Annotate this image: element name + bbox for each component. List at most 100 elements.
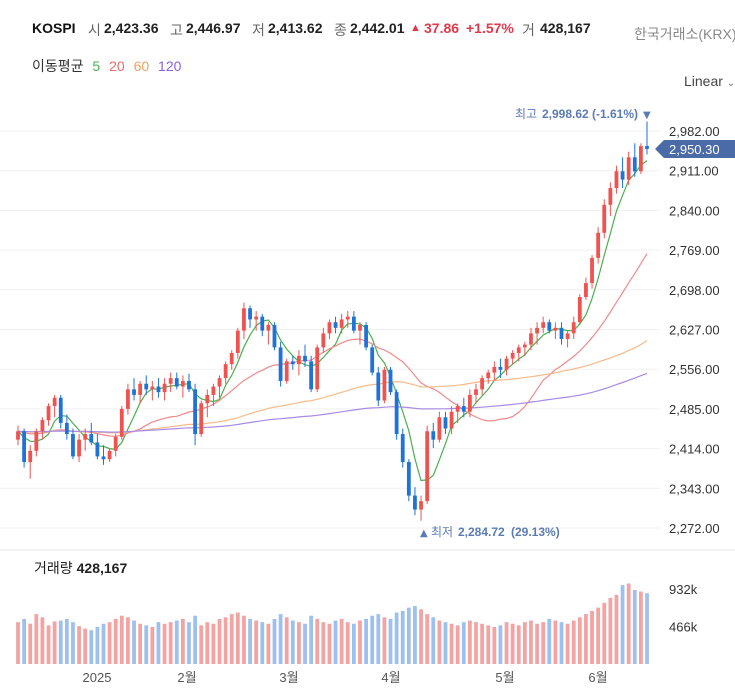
quote-header: KOSPI 시 2,423.36 고 2,446.97 저 2,413.62 종… — [0, 20, 735, 42]
volume-bar — [266, 623, 271, 664]
candle-body — [211, 386, 216, 395]
volume-bar — [229, 614, 234, 664]
candle-body — [535, 327, 539, 334]
candle-body — [260, 316, 265, 331]
volume-bar — [419, 609, 423, 664]
moving-average-legend[interactable]: 이동평균 5 20 60 120 — [32, 56, 186, 76]
candle-body — [217, 378, 222, 387]
volume-bar — [406, 607, 411, 664]
price-tick-label: 2,982.00 — [669, 124, 720, 139]
volume-bar — [174, 620, 179, 664]
low-marker-pct: (29.13%) — [511, 525, 560, 539]
open-label: 시 — [88, 22, 101, 38]
volume-bar — [199, 625, 204, 664]
volume-bar — [559, 622, 564, 664]
price-tick-label: 2,343.00 — [669, 481, 720, 496]
candle-body — [40, 420, 45, 432]
volume-bar — [425, 614, 430, 664]
ma5-legend[interactable]: 5 — [92, 58, 101, 74]
candle-body — [150, 386, 155, 390]
ma60-legend[interactable]: 60 — [133, 58, 150, 74]
volume-tick-label: 932k — [669, 582, 698, 597]
volume-bar — [64, 618, 69, 664]
ma-legend-label: 이동평균 — [32, 58, 84, 74]
volume-bar — [168, 622, 173, 664]
volume-bar — [358, 620, 362, 664]
volume-bar — [77, 626, 81, 664]
candle-body — [455, 406, 460, 412]
candle-body — [229, 352, 234, 365]
time-axis[interactable]: 2025 2월 3월 4월 5월 6월 — [83, 670, 608, 685]
candle-body — [58, 397, 63, 423]
candle-body — [119, 408, 124, 437]
candle-body — [284, 361, 289, 381]
volume-bar — [351, 623, 356, 664]
volume-bar — [602, 602, 607, 664]
volume-bar — [138, 623, 143, 664]
volume-bar — [34, 614, 39, 664]
candle-body — [351, 316, 356, 331]
candle-body — [46, 406, 51, 421]
open-value: 2,423.36 — [104, 20, 159, 36]
time-tick-label: 4월 — [381, 670, 400, 685]
candle-body — [77, 439, 81, 457]
candle-body — [602, 204, 607, 233]
low-marker-label: 최저 — [431, 525, 453, 539]
candle-body — [370, 347, 375, 373]
volume-bar — [119, 615, 124, 664]
price-tick-label: 2,911.00 — [669, 164, 719, 179]
candle-body — [205, 394, 210, 404]
candle-body — [388, 369, 393, 393]
candle-body — [358, 325, 362, 331]
volume-bar — [345, 622, 350, 664]
ma120-legend[interactable]: 120 — [158, 58, 182, 74]
volume-bar — [620, 585, 625, 664]
candle-body — [406, 462, 411, 496]
candle-body — [290, 361, 295, 365]
volume-bar — [571, 620, 576, 664]
extreme-markers: 최고 2,998.62 (-1.61%) ▼ ▲ 최저 2,284.72 (29… — [420, 107, 651, 539]
volume-bar — [376, 614, 381, 664]
candle-body — [345, 316, 350, 320]
time-tick-label: 5월 — [495, 670, 514, 685]
volume-bar — [235, 612, 240, 664]
volume-bar — [498, 625, 503, 664]
volume-bars — [16, 583, 649, 664]
candle-body — [394, 392, 399, 435]
time-tick-label: 6월 — [588, 670, 607, 685]
volume-bar — [272, 618, 277, 664]
candle-body — [272, 325, 277, 348]
price-tick-label: 2,272.00 — [669, 521, 720, 536]
volume-bar — [468, 620, 472, 664]
volume-bar — [95, 626, 100, 664]
volume-label: 거 — [522, 22, 535, 38]
candle-body — [28, 450, 33, 463]
candle-body — [52, 397, 57, 407]
candle-body — [254, 316, 259, 320]
candle-body — [235, 330, 240, 353]
symbol-name[interactable]: KOSPI — [32, 20, 76, 36]
candle-body — [614, 171, 619, 189]
price-axis[interactable]: 2,982.00 2,911.00 2,840.00 2,769.00 2,698.00… — [669, 124, 720, 536]
candle-body — [522, 344, 527, 348]
candlestick-series — [16, 121, 649, 521]
high-value: 2,446.97 — [186, 20, 241, 36]
volume-bar — [461, 622, 466, 664]
candle-body — [608, 188, 613, 205]
volume-axis: 932k 466k — [669, 582, 698, 635]
ma20-legend[interactable]: 20 — [109, 58, 125, 74]
candle-body — [376, 372, 381, 401]
current-price-value: 2,950.30 — [669, 142, 720, 157]
volume-bar — [156, 622, 161, 664]
candle-body — [126, 389, 130, 409]
candle-body — [584, 283, 588, 298]
candle-body — [480, 378, 485, 390]
ma60-line — [17, 340, 648, 434]
candle-body — [492, 366, 497, 373]
volume-bar — [339, 618, 344, 664]
scale-mode-button[interactable]: Linear ⌄ — [684, 73, 735, 89]
volume-bar — [52, 621, 57, 664]
candle-body — [162, 383, 167, 393]
candle-body — [242, 308, 246, 331]
